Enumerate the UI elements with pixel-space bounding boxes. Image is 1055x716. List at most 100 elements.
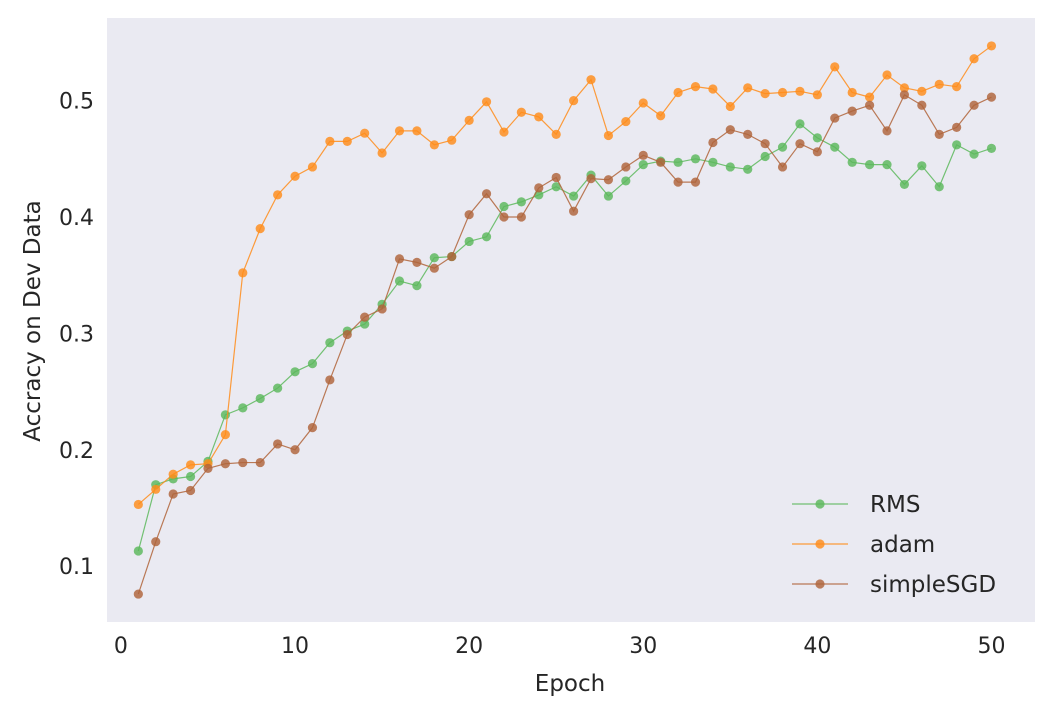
data-point xyxy=(499,201,509,212)
data-point xyxy=(882,160,892,170)
data-point xyxy=(569,191,579,201)
data-point xyxy=(255,224,265,234)
data-point xyxy=(708,157,718,167)
data-point xyxy=(481,97,492,107)
data-point xyxy=(969,149,979,159)
data-point xyxy=(220,430,230,440)
data-point xyxy=(725,101,735,112)
data-point xyxy=(777,142,788,152)
data-point xyxy=(377,148,387,158)
data-point xyxy=(447,251,457,262)
data-point xyxy=(899,179,910,190)
data-point xyxy=(342,136,352,146)
data-point xyxy=(551,129,561,139)
data-point xyxy=(952,140,962,150)
data-point xyxy=(273,439,283,449)
data-point xyxy=(499,212,509,222)
data-point xyxy=(394,276,405,286)
data-point xyxy=(238,403,248,413)
data-point xyxy=(847,106,857,116)
data-point xyxy=(412,281,422,291)
data-point xyxy=(307,359,318,369)
data-point xyxy=(481,189,492,199)
y-tick-label: 0.4 xyxy=(59,206,94,231)
data-point xyxy=(551,172,561,183)
data-point xyxy=(743,164,753,174)
data-point xyxy=(586,174,596,184)
data-point xyxy=(429,140,439,150)
data-point xyxy=(133,546,143,556)
data-point xyxy=(412,257,422,267)
data-point xyxy=(934,79,944,89)
data-point xyxy=(412,126,422,136)
data-point xyxy=(673,157,683,167)
data-point xyxy=(847,157,857,167)
data-point xyxy=(830,142,840,152)
data-point xyxy=(690,177,701,187)
data-point xyxy=(342,329,352,340)
data-point xyxy=(516,197,526,207)
legend: RMS adam simpleSGD xyxy=(792,492,996,598)
data-point xyxy=(865,92,875,102)
data-point xyxy=(899,90,910,100)
data-point xyxy=(969,100,979,110)
data-point xyxy=(325,338,335,348)
legend-marker xyxy=(815,499,825,509)
data-point xyxy=(725,125,735,135)
data-point xyxy=(656,111,666,121)
series-simplesgd xyxy=(133,90,997,599)
data-point xyxy=(795,119,805,129)
data-point xyxy=(325,136,335,146)
data-point xyxy=(673,87,683,98)
data-point xyxy=(360,312,370,322)
data-point xyxy=(725,162,735,172)
data-point xyxy=(534,112,544,122)
data-point xyxy=(273,190,283,200)
data-point xyxy=(830,113,840,123)
data-point xyxy=(986,143,997,153)
x-tick-label: 30 xyxy=(629,634,657,659)
data-point xyxy=(865,100,875,110)
x-tick-label: 20 xyxy=(455,634,483,659)
data-point xyxy=(377,304,387,314)
data-point xyxy=(168,489,178,499)
data-point xyxy=(203,463,213,473)
data-point xyxy=(394,254,405,264)
data-point xyxy=(760,151,770,162)
data-point xyxy=(760,89,770,99)
legend-entry-rms: RMS xyxy=(792,492,920,518)
data-point xyxy=(569,206,579,216)
data-point xyxy=(673,177,683,187)
data-point xyxy=(865,160,875,170)
data-point xyxy=(586,75,596,85)
data-point xyxy=(986,41,997,51)
x-tick-label: 40 xyxy=(803,634,831,659)
data-point xyxy=(795,86,805,96)
data-point xyxy=(812,147,822,157)
data-point xyxy=(481,232,492,242)
y-axis-label: Accracy on Dev Data xyxy=(20,200,46,441)
y-tick-label: 0.2 xyxy=(59,439,94,464)
data-point xyxy=(986,92,997,102)
data-point xyxy=(812,90,822,100)
data-point xyxy=(168,469,178,479)
data-point xyxy=(464,210,474,220)
data-point xyxy=(273,383,283,393)
legend-entry-adam: adam xyxy=(792,532,935,558)
data-point xyxy=(499,127,509,137)
y-tick-labels: 0.1 0.2 0.3 0.4 0.5 xyxy=(59,90,94,581)
data-point xyxy=(743,83,753,93)
legend-marker xyxy=(815,579,825,589)
legend-label: simpleSGD xyxy=(870,572,996,598)
data-point xyxy=(133,589,143,599)
data-point xyxy=(185,471,196,482)
data-point xyxy=(638,98,648,108)
data-point xyxy=(429,253,439,263)
data-point xyxy=(516,212,526,222)
data-point xyxy=(760,139,770,149)
data-point xyxy=(917,86,927,96)
legend-marker xyxy=(815,539,825,549)
series-layer xyxy=(133,41,997,599)
data-point xyxy=(795,139,805,149)
